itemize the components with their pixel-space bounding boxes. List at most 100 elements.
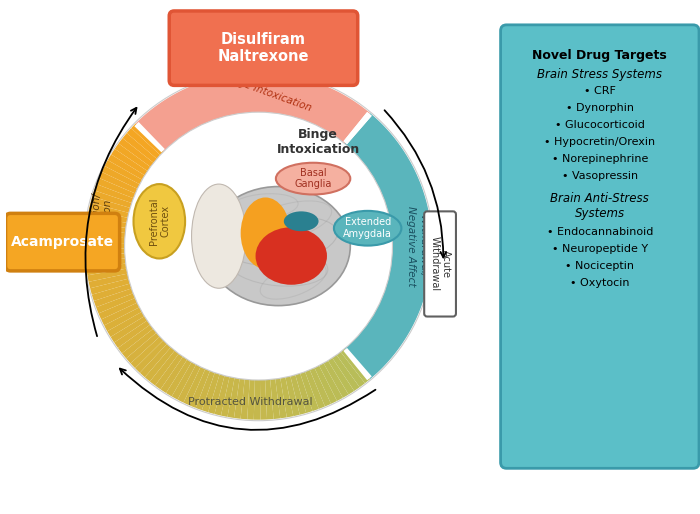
Ellipse shape — [284, 211, 318, 231]
Polygon shape — [85, 259, 126, 269]
Polygon shape — [265, 379, 274, 419]
Polygon shape — [247, 380, 255, 419]
Polygon shape — [208, 374, 225, 414]
Polygon shape — [118, 138, 153, 167]
Polygon shape — [99, 172, 137, 193]
Polygon shape — [344, 112, 372, 144]
Polygon shape — [118, 325, 153, 353]
Polygon shape — [305, 370, 325, 409]
Ellipse shape — [134, 184, 185, 259]
Polygon shape — [155, 354, 183, 390]
Text: Basal
Ganglia: Basal Ganglia — [295, 168, 332, 190]
Polygon shape — [195, 371, 215, 410]
Polygon shape — [92, 190, 132, 208]
Text: • Vasopressin: • Vasopressin — [561, 171, 638, 181]
Text: • Dynorphin: • Dynorphin — [566, 103, 634, 113]
Polygon shape — [145, 347, 175, 381]
Text: • Hypocretin/Orexin: • Hypocretin/Orexin — [544, 137, 655, 147]
Polygon shape — [344, 348, 372, 380]
Text: • Endocannabinoid: • Endocannabinoid — [547, 227, 653, 237]
Polygon shape — [89, 273, 129, 288]
Polygon shape — [92, 284, 132, 301]
Polygon shape — [94, 288, 133, 307]
Polygon shape — [102, 166, 140, 189]
Polygon shape — [166, 359, 192, 396]
Polygon shape — [280, 377, 293, 417]
Polygon shape — [234, 379, 245, 419]
Polygon shape — [85, 242, 125, 249]
Polygon shape — [87, 216, 127, 228]
Polygon shape — [85, 248, 125, 255]
Polygon shape — [130, 337, 163, 368]
Circle shape — [125, 113, 391, 379]
Text: Novel Drug Targets: Novel Drug Targets — [533, 49, 667, 62]
Polygon shape — [260, 380, 267, 420]
Polygon shape — [96, 293, 135, 314]
Polygon shape — [286, 376, 300, 416]
Polygon shape — [122, 133, 157, 163]
FancyBboxPatch shape — [424, 211, 456, 317]
Polygon shape — [114, 321, 150, 348]
Polygon shape — [89, 203, 129, 218]
Polygon shape — [337, 352, 365, 387]
Polygon shape — [190, 369, 210, 408]
Polygon shape — [97, 178, 135, 198]
Polygon shape — [300, 372, 318, 411]
Polygon shape — [108, 154, 145, 180]
Polygon shape — [344, 112, 372, 144]
Polygon shape — [178, 364, 201, 402]
Text: Brain Stress Systems: Brain Stress Systems — [538, 67, 662, 81]
Text: Acamprosate: Acamprosate — [11, 235, 114, 249]
Polygon shape — [90, 279, 130, 295]
Polygon shape — [221, 377, 234, 417]
Polygon shape — [135, 340, 167, 373]
Ellipse shape — [256, 227, 327, 285]
Polygon shape — [85, 253, 125, 262]
Polygon shape — [314, 365, 337, 404]
Polygon shape — [99, 298, 137, 320]
Text: Acute
Withdrawal: Acute Withdrawal — [429, 236, 451, 291]
Polygon shape — [332, 355, 360, 391]
FancyBboxPatch shape — [169, 11, 358, 85]
Polygon shape — [115, 143, 150, 171]
Text: Preoccupation/
Anticipation: Preoccupation/ Anticipation — [92, 192, 113, 270]
Polygon shape — [228, 378, 239, 418]
Polygon shape — [131, 123, 164, 155]
Polygon shape — [94, 184, 134, 203]
Polygon shape — [127, 128, 160, 159]
Polygon shape — [111, 149, 148, 175]
Ellipse shape — [276, 163, 350, 194]
Polygon shape — [85, 223, 126, 233]
Polygon shape — [88, 269, 127, 282]
Polygon shape — [270, 379, 280, 419]
Polygon shape — [85, 236, 125, 243]
Polygon shape — [85, 229, 125, 238]
Polygon shape — [290, 375, 306, 415]
Text: Withdrawal/
Negative Affect: Withdrawal/ Negative Affect — [407, 206, 428, 286]
Polygon shape — [323, 361, 349, 398]
Polygon shape — [134, 122, 164, 152]
Polygon shape — [140, 344, 171, 377]
Polygon shape — [214, 376, 230, 416]
Polygon shape — [241, 379, 250, 419]
Text: Binge
Intoxication: Binge Intoxication — [276, 128, 360, 156]
Polygon shape — [86, 264, 127, 276]
Text: • Nociceptin: • Nociceptin — [566, 261, 634, 271]
Polygon shape — [183, 367, 205, 406]
Polygon shape — [254, 380, 260, 420]
Text: Extended
Amygdala: Extended Amygdala — [343, 217, 392, 239]
Polygon shape — [344, 113, 432, 379]
Ellipse shape — [206, 187, 350, 306]
Text: • Norepinephrine: • Norepinephrine — [552, 154, 648, 164]
Polygon shape — [341, 348, 370, 383]
Text: Protracted Withdrawal: Protracted Withdrawal — [188, 397, 313, 407]
Text: Binge Intoxication: Binge Intoxication — [220, 71, 313, 113]
Polygon shape — [150, 351, 178, 386]
Polygon shape — [102, 303, 139, 325]
Text: Brain Anti-Stress
Systems: Brain Anti-Stress Systems — [550, 192, 649, 219]
Polygon shape — [126, 333, 160, 363]
Polygon shape — [107, 312, 144, 337]
Text: • CRF: • CRF — [584, 86, 616, 96]
Ellipse shape — [241, 197, 290, 269]
Text: Prefrontal
Cortex: Prefrontal Cortex — [148, 197, 170, 245]
